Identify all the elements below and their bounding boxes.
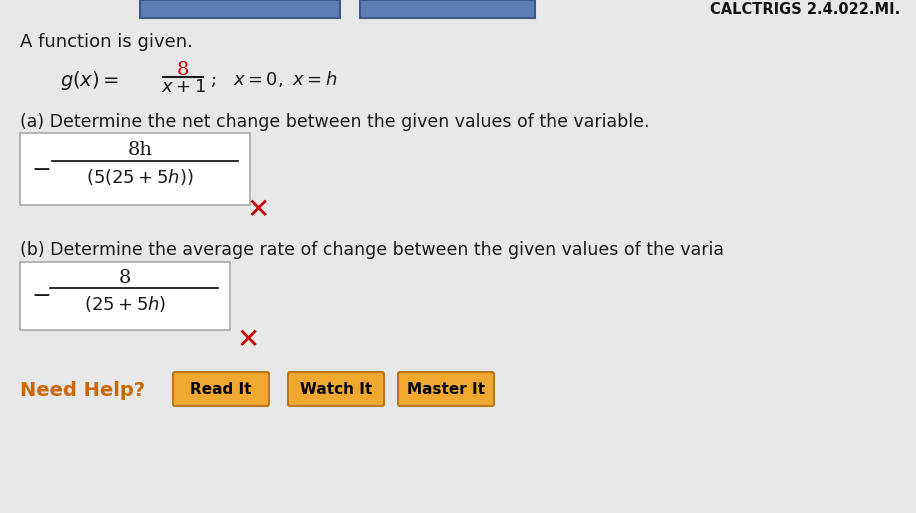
Bar [20, 262, 230, 330]
FancyBboxPatch shape [140, 0, 340, 18]
Text: 8: 8 [177, 61, 190, 79]
Text: Watch It: Watch It [300, 382, 372, 397]
Text: $(25+5h)$: $(25+5h)$ [84, 294, 166, 314]
Text: 8h: 8h [127, 141, 152, 159]
FancyBboxPatch shape [288, 372, 384, 406]
Text: CALCTRIGS 2.4.022.MI.: CALCTRIGS 2.4.022.MI. [710, 2, 900, 16]
Text: $g(x) =$: $g(x) =$ [60, 69, 119, 91]
FancyBboxPatch shape [173, 372, 269, 406]
Text: ✕: ✕ [246, 196, 269, 224]
Text: (a) Determine the net change between the given values of the variable.: (a) Determine the net change between the… [20, 113, 649, 131]
Bar [20, 133, 250, 205]
Text: (b) Determine the average rate of change between the given values of the varia: (b) Determine the average rate of change… [20, 241, 724, 259]
Text: ✕: ✕ [236, 326, 259, 354]
Text: −: − [32, 286, 51, 308]
Text: 8: 8 [119, 269, 131, 287]
Text: Read It: Read It [191, 382, 252, 397]
Text: ;   $x = 0,\ x = h$: ; $x = 0,\ x = h$ [210, 69, 337, 89]
Text: −: − [32, 159, 51, 182]
FancyBboxPatch shape [398, 372, 494, 406]
Text: $x+1$: $x+1$ [160, 78, 205, 96]
Text: Need Help?: Need Help? [20, 381, 145, 400]
Text: $(5(25+5h))$: $(5(25+5h))$ [86, 167, 194, 187]
Text: Master It: Master It [407, 382, 485, 397]
FancyBboxPatch shape [360, 0, 535, 18]
Text: A function is given.: A function is given. [20, 33, 193, 51]
